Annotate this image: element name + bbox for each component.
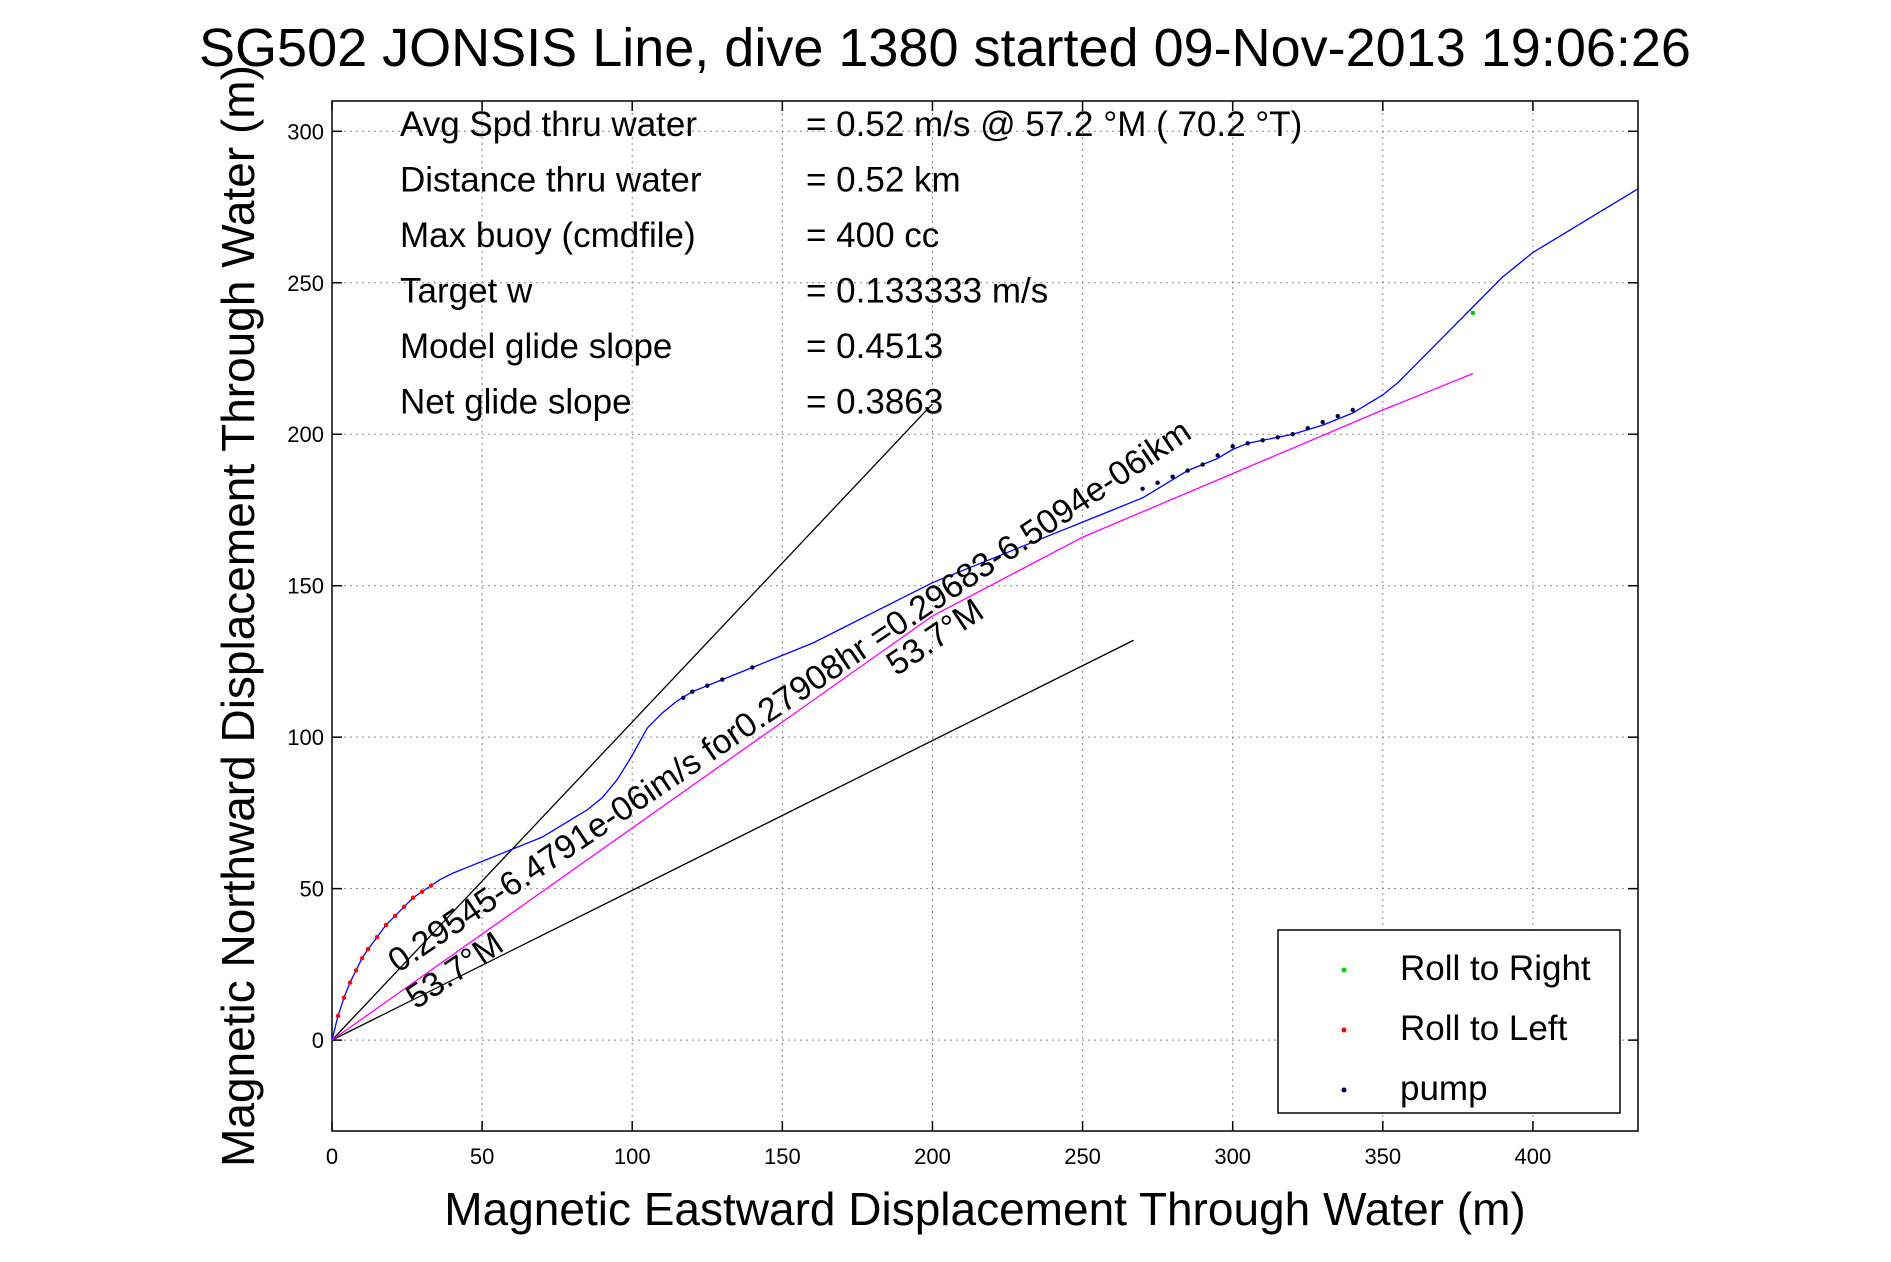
x-tick-label: 350 — [1364, 1144, 1401, 1169]
marker-pump — [1155, 480, 1160, 485]
x-tick-label: 100 — [614, 1144, 651, 1169]
annotation: 0.29545-6.4791e-06im/s for0.27908hr =0.2… — [381, 412, 1198, 980]
legend-marker — [1341, 967, 1347, 973]
reference-line — [331, 403, 933, 1041]
stat-value: = 0.3863 — [806, 383, 943, 422]
marker-pump — [1230, 444, 1235, 449]
y-tick-label: 100 — [287, 725, 324, 750]
marker-pump — [1350, 407, 1355, 413]
y-tick-label: 0 — [312, 1028, 324, 1053]
marker-pump — [1140, 486, 1145, 491]
marker-roll-to-left — [353, 968, 359, 973]
y-axis-label: Magnetic Northward Displacement Through … — [212, 65, 264, 1167]
legend-label: Roll to Right — [1400, 949, 1591, 988]
marker-pump — [1305, 425, 1310, 431]
stat-label: Distance thru water — [400, 161, 702, 200]
marker-pump — [690, 689, 695, 694]
y-tick-label: 250 — [287, 271, 324, 296]
marker-pump — [1245, 441, 1250, 446]
marker-pump — [681, 695, 686, 700]
marker-roll-to-left — [401, 904, 407, 910]
legend-marker — [1341, 1087, 1347, 1093]
x-tick-label: 0 — [326, 1144, 338, 1169]
x-axis-label: Magnetic Eastward Displacement Through W… — [444, 1183, 1525, 1235]
marker-roll-to-right — [1470, 310, 1476, 316]
stat-value: = 400 cc — [806, 216, 939, 255]
marker-pump — [1290, 432, 1295, 437]
x-tick-label: 250 — [1064, 1144, 1101, 1169]
marker-pump — [1215, 453, 1220, 458]
marker-pump — [1335, 413, 1340, 419]
marker-roll-to-left — [410, 895, 416, 900]
stat-label: Net glide slope — [400, 383, 632, 422]
x-tick-label: 50 — [470, 1144, 494, 1169]
stat-value: = 0.52 m/s @ 57.2 °M ( 70.2 °T) — [806, 105, 1302, 144]
marker-pump — [705, 683, 710, 688]
x-tick-label: 300 — [1214, 1144, 1251, 1169]
markers — [335, 310, 1476, 1019]
x-tick-label: 200 — [914, 1144, 951, 1169]
chart-title: SG502 JONSIS Line, dive 1380 started 09-… — [199, 18, 1691, 78]
y-tick-label: 200 — [287, 422, 324, 447]
marker-pump — [1275, 435, 1280, 440]
legend-label: Roll to Left — [1400, 1009, 1568, 1048]
stat-label: Max buoy (cmdfile) — [400, 216, 696, 255]
marker-roll-to-left — [335, 1013, 341, 1019]
stat-value: = 0.52 km — [806, 161, 961, 200]
marker-pump — [1260, 438, 1265, 443]
series-lines — [331, 188, 1639, 1041]
marker-roll-to-left — [365, 947, 371, 952]
marker-roll-to-left — [419, 889, 425, 894]
legend-box — [1277, 929, 1621, 1114]
marker-pump — [1320, 419, 1325, 425]
legend-label: pump — [1400, 1069, 1488, 1108]
marker-pump — [750, 665, 755, 670]
y-tick-label: 300 — [287, 119, 324, 144]
annotations: 0.29545-6.4791e-06im/s for0.27908hr =0.2… — [381, 412, 1198, 1016]
marker-pump — [1185, 468, 1190, 473]
stat-value: = 0.133333 m/s — [806, 272, 1048, 311]
y-tick-label: 50 — [300, 877, 324, 902]
marker-roll-to-left — [341, 995, 347, 1000]
marker-roll-to-left — [374, 934, 380, 940]
legend: Roll to Right Roll to Left pump — [1277, 929, 1621, 1114]
stat-label: Target w — [400, 272, 533, 311]
marker-roll-to-left — [383, 922, 389, 928]
marker-pump — [1200, 462, 1205, 467]
marker-pump — [720, 677, 725, 682]
marker-roll-to-left — [347, 980, 353, 985]
stats-block: Avg Spd thru water = 0.52 m/s @ 57.2 °M (… — [400, 105, 1302, 422]
marker-roll-to-left — [428, 883, 434, 888]
marker-roll-to-left — [392, 913, 398, 919]
marker-pump — [1170, 474, 1175, 479]
stat-value: = 0.4513 — [806, 327, 943, 366]
plot-area — [331, 100, 1639, 1132]
reference-lines — [331, 403, 1134, 1041]
x-tick-label: 400 — [1515, 1144, 1552, 1169]
series-line-track — [331, 188, 1639, 1041]
reference-line — [331, 639, 1134, 1041]
marker-roll-to-left — [359, 956, 365, 961]
series-line-current — [331, 373, 1474, 1041]
stat-label: Avg Spd thru water — [400, 105, 697, 144]
x-tick-label: 150 — [764, 1144, 801, 1169]
y-tick-label: 150 — [287, 574, 324, 599]
axis-ticks: 0 50 100 150 200 250 300 350 400 0 50 100 150 200 250 3… — [287, 101, 1638, 1169]
stat-label: Model glide slope — [400, 327, 672, 366]
legend-marker — [1341, 1027, 1347, 1033]
